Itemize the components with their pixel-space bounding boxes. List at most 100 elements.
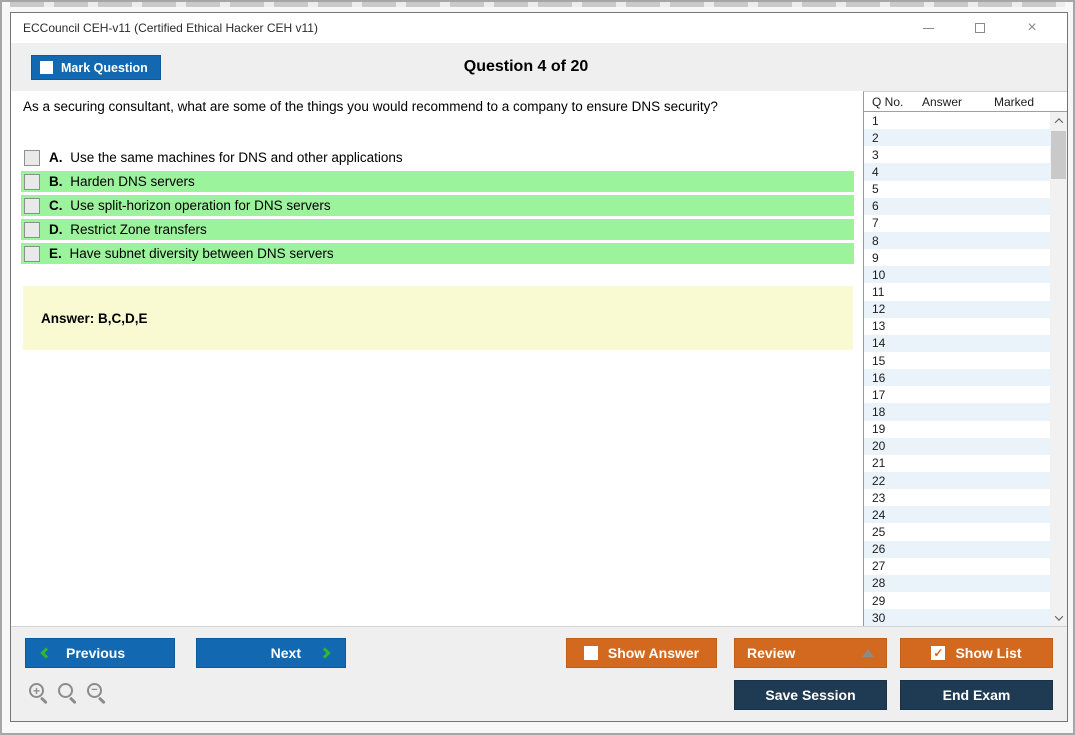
question-list-row[interactable]: 19 xyxy=(864,421,1050,438)
question-list-row[interactable]: 8 xyxy=(864,231,1050,250)
question-list-row[interactable]: 21 xyxy=(864,455,1050,472)
question-list-panel: Q No. Answer Marked 1 2 3 4 5 6 7 8 9 10 11 12 13 14 1… xyxy=(863,91,1067,627)
qno-cell: 21 xyxy=(872,456,886,471)
question-list-row[interactable]: 26 xyxy=(864,540,1050,558)
review-label: Review xyxy=(747,645,796,661)
save-session-button[interactable]: Save Session xyxy=(734,680,887,710)
qno-cell: 27 xyxy=(872,559,886,574)
show-list-checkbox[interactable] xyxy=(931,646,946,660)
question-list-row[interactable]: 5 xyxy=(864,181,1050,198)
triangle-up-icon xyxy=(862,649,874,657)
option-checkbox[interactable] xyxy=(24,197,40,214)
qno-cell: 24 xyxy=(872,507,886,522)
background-window-edge xyxy=(10,2,1065,7)
show-answer-button[interactable]: Show Answer xyxy=(566,638,717,668)
show-answer-label: Show Answer xyxy=(607,645,700,661)
previous-button[interactable]: Previous xyxy=(25,638,175,668)
qno-cell: 11 xyxy=(872,284,885,299)
question-list-row[interactable]: 3 xyxy=(864,146,1050,163)
show-answer-checkbox[interactable] xyxy=(583,646,598,660)
question-list-row[interactable]: 18 xyxy=(864,403,1050,421)
close-icon: × xyxy=(1027,19,1037,36)
scroll-up-button[interactable] xyxy=(1050,112,1067,129)
question-list-row[interactable]: 29 xyxy=(864,592,1050,609)
question-list-row[interactable]: 10 xyxy=(864,266,1050,284)
question-list-row[interactable]: 7 xyxy=(864,215,1050,232)
mark-question-label: Mark Question xyxy=(61,60,148,75)
option-text: E. Have subnet diversity between DNS ser… xyxy=(49,246,334,261)
show-list-button[interactable]: Show List xyxy=(900,638,1053,668)
question-list-row[interactable]: 17 xyxy=(864,386,1050,403)
footer-bar: Previous Next Show Answer Review Show Li… xyxy=(11,626,1067,721)
option-row-c[interactable]: C. Use split-horizon operation for DNS s… xyxy=(21,195,854,216)
question-list-row[interactable]: 23 xyxy=(864,489,1050,506)
save-session-label: Save Session xyxy=(765,687,856,703)
question-list-row[interactable]: 15 xyxy=(864,352,1050,369)
option-row-e[interactable]: E. Have subnet diversity between DNS ser… xyxy=(21,243,854,264)
mark-question-button[interactable]: Mark Question xyxy=(31,55,161,80)
qno-cell: 3 xyxy=(872,147,879,162)
next-button[interactable]: Next xyxy=(196,638,346,668)
question-list-row[interactable]: 6 xyxy=(864,197,1050,215)
chevron-down-icon xyxy=(1054,611,1063,621)
qno-cell: 26 xyxy=(872,542,886,557)
qno-cell: 13 xyxy=(872,319,886,334)
question-list-row[interactable]: 1 xyxy=(864,112,1050,129)
end-exam-label: End Exam xyxy=(942,687,1011,703)
question-list-row[interactable]: 11 xyxy=(864,283,1050,300)
qno-cell: 23 xyxy=(872,490,886,505)
column-answer: Answer xyxy=(922,94,963,109)
question-list-row[interactable]: 16 xyxy=(864,369,1050,387)
close-button[interactable]: × xyxy=(1021,19,1043,37)
question-list-row[interactable]: 25 xyxy=(864,523,1050,540)
chevron-right-icon xyxy=(319,647,331,659)
question-list-row[interactable]: 14 xyxy=(864,334,1050,352)
answer-box: Answer: B,C,D,E xyxy=(23,286,853,350)
option-row-b[interactable]: B. Harden DNS servers xyxy=(21,171,854,192)
zoom-reset-icon[interactable] xyxy=(58,683,73,698)
zoom-in-icon[interactable] xyxy=(29,683,44,698)
option-row-a[interactable]: A. Use the same machines for DNS and oth… xyxy=(21,147,854,168)
option-checkbox[interactable] xyxy=(24,173,40,190)
question-list-row[interactable]: 20 xyxy=(864,437,1050,455)
option-text: C. Use split-horizon operation for DNS s… xyxy=(49,198,331,213)
qno-cell: 20 xyxy=(872,439,886,454)
qno-cell: 6 xyxy=(872,199,879,214)
qno-cell: 12 xyxy=(872,302,886,317)
option-text: D. Restrict Zone transfers xyxy=(49,222,207,237)
question-list-row[interactable]: 12 xyxy=(864,300,1050,318)
scrollbar-thumb[interactable] xyxy=(1051,131,1066,179)
question-list-row[interactable]: 27 xyxy=(864,558,1050,575)
mark-question-checkbox[interactable] xyxy=(40,61,53,74)
scroll-down-button[interactable] xyxy=(1050,609,1067,626)
end-exam-button[interactable]: End Exam xyxy=(900,680,1053,710)
question-list-row[interactable]: 2 xyxy=(864,129,1050,147)
option-checkbox[interactable] xyxy=(24,221,40,238)
body: As a securing consultant, what are some … xyxy=(11,91,1067,627)
question-counter: Question 4 of 20 xyxy=(463,58,589,75)
column-qno: Q No. xyxy=(872,94,904,109)
question-list-row[interactable]: 4 xyxy=(864,163,1050,181)
minimize-button[interactable] xyxy=(917,19,939,37)
exam-window: ECCouncil CEH-v11 (Certified Ethical Hac… xyxy=(10,12,1068,722)
question-list-row[interactable]: 9 xyxy=(864,249,1050,266)
column-marked: Marked xyxy=(994,94,1035,109)
qno-cell: 25 xyxy=(872,524,886,539)
option-row-d[interactable]: D. Restrict Zone transfers xyxy=(21,219,854,240)
option-checkbox[interactable] xyxy=(24,245,40,262)
question-list-scrollbar[interactable] xyxy=(1050,112,1067,626)
question-list-row[interactable]: 13 xyxy=(864,318,1050,335)
zoom-out-icon[interactable] xyxy=(87,683,102,698)
qno-cell: 10 xyxy=(872,267,886,282)
question-list-row[interactable]: 30 xyxy=(864,609,1050,627)
review-button[interactable]: Review xyxy=(734,638,887,668)
question-list-row[interactable]: 24 xyxy=(864,506,1050,524)
qno-cell: 28 xyxy=(872,576,886,591)
next-label: Next xyxy=(270,645,301,661)
question-list-row[interactable]: 22 xyxy=(864,471,1050,490)
maximize-button[interactable] xyxy=(969,19,991,37)
header-bar: Mark Question Question 4 of 20 xyxy=(11,43,1067,91)
question-list-row[interactable]: 28 xyxy=(864,574,1050,592)
option-checkbox[interactable] xyxy=(24,149,40,166)
qno-cell: 7 xyxy=(872,216,879,231)
